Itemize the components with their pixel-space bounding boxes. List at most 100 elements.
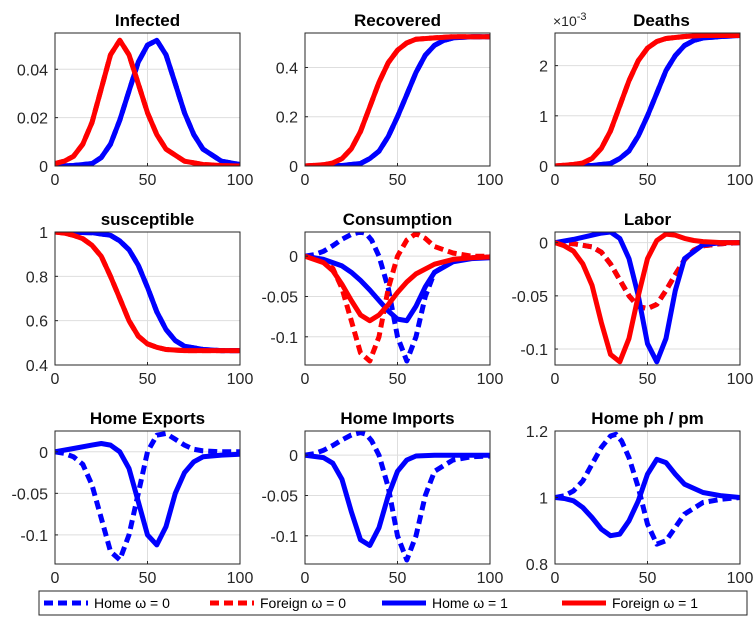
series-line-1 [305, 452, 490, 548]
y-tick-label: 0.2 [276, 110, 298, 127]
series-line-2 [555, 232, 740, 365]
x-tick-label: 100 [477, 371, 504, 388]
x-tick-label: 50 [639, 172, 657, 189]
panel-title: Home Exports [90, 409, 205, 428]
legend-label-2: Home ω = 1 [432, 595, 508, 611]
series-group [55, 37, 240, 166]
panel-title: Infected [115, 11, 180, 30]
y-tick-label: 0.6 [26, 314, 48, 331]
x-tick-label: 50 [639, 570, 657, 587]
x-tick-label: 0 [301, 172, 310, 189]
y-tick-label: -0.1 [270, 330, 298, 347]
x-tick-label: 100 [727, 172, 754, 189]
y-tick-label: 1.2 [526, 424, 548, 441]
series-line-0 [305, 431, 490, 563]
x-tick-label: 50 [389, 570, 407, 587]
y-tick-label: 0 [539, 159, 548, 176]
series-group [555, 431, 740, 547]
series-group [555, 232, 740, 365]
legend: Home ω = 0 Foreign ω = 0 Home ω = 1 Foreign… [38, 590, 748, 616]
y-tick-label: 0.4 [276, 60, 298, 77]
legend-label-1: Foreign ω = 0 [260, 595, 346, 611]
series-group [305, 34, 490, 166]
panel-7: 0 50 100 0 -0.05 -0.1 Home Imports [262, 409, 504, 587]
panel-title: Deaths [633, 11, 690, 30]
y-tick-label: -0.05 [12, 486, 49, 503]
y-tick-label: 0.02 [17, 111, 48, 128]
series-line-2 [55, 37, 240, 166]
x-tick-label: 100 [727, 371, 754, 388]
axis-exponent: ×10-3 [553, 11, 587, 29]
y-tick-label: 0 [289, 249, 298, 266]
panel-title: Labor [624, 210, 672, 229]
y-tick-label: 0 [289, 159, 298, 176]
x-tick-label: 0 [551, 371, 560, 388]
panel-title: Home ph / pm [591, 409, 703, 428]
series-group [305, 431, 490, 563]
y-tick-label: -0.1 [270, 529, 298, 546]
x-tick-label: 0 [301, 570, 310, 587]
series-line-3 [55, 37, 240, 166]
x-tick-label: 50 [139, 570, 157, 587]
legend-entries: Home ω = 0 Foreign ω = 0 Home ω = 1 Foreign… [44, 595, 698, 611]
y-tick-label: 0.8 [26, 269, 48, 286]
y-tick-label: 1 [539, 109, 548, 126]
x-tick-label: 50 [139, 172, 157, 189]
panel-title: Home Imports [340, 409, 454, 428]
series-group [555, 33, 740, 166]
panel-2: 0 50 100 0 1 2 Deaths ×10-3 [539, 11, 753, 189]
y-tick-label: 1 [39, 225, 48, 242]
series-line-3 [555, 232, 740, 365]
legend-label-3: Foreign ω = 1 [612, 595, 698, 611]
y-tick-label: 0.8 [526, 557, 548, 574]
x-tick-label: 0 [301, 371, 310, 388]
x-tick-label: 50 [639, 371, 657, 388]
panel-title: Consumption [343, 210, 453, 229]
y-tick-label: 0 [39, 445, 48, 462]
x-tick-label: 50 [139, 371, 157, 388]
panel-8: 0 50 100 0.8 1 1.2 Home ph / pm [526, 409, 754, 587]
y-tick-label: -0.05 [262, 488, 299, 505]
x-tick-label: 100 [227, 570, 254, 587]
x-tick-label: 100 [227, 371, 254, 388]
y-tick-label: -0.05 [262, 289, 299, 306]
panel-1: 0 50 100 0 0.2 0.4 Recovered [276, 11, 504, 189]
x-tick-label: 0 [551, 172, 560, 189]
series-line-0 [555, 431, 740, 547]
panel-title: susceptible [101, 210, 195, 229]
y-tick-label: 0 [39, 159, 48, 176]
x-tick-label: 100 [477, 172, 504, 189]
panel-0: 0 50 100 0 0.02 0.04 Infected [17, 11, 254, 189]
x-tick-label: 0 [51, 371, 60, 388]
x-tick-label: 100 [477, 570, 504, 587]
panel-6: 0 50 100 0 -0.05 -0.1 Home Exports [12, 409, 254, 587]
series-line-2 [555, 33, 740, 166]
series-group [305, 232, 490, 364]
series-line-2 [305, 253, 490, 324]
series-line-3 [555, 33, 740, 166]
x-tick-label: 0 [551, 570, 560, 587]
series-group [55, 431, 240, 563]
y-tick-label: -0.05 [512, 289, 549, 306]
y-tick-label: 0.4 [26, 358, 48, 375]
y-tick-label: -0.1 [520, 342, 548, 359]
series-line-3 [305, 34, 490, 166]
series-line-3 [55, 232, 240, 354]
legend-box [38, 590, 748, 616]
y-tick-label: 0 [539, 236, 548, 253]
x-tick-label: 100 [727, 570, 754, 587]
series-line-1 [555, 456, 740, 539]
panel-3: 0 50 100 0.4 0.6 0.8 1 susceptible [26, 210, 254, 388]
series-line-3 [305, 253, 490, 324]
legend-label-0: Home ω = 0 [94, 595, 170, 611]
y-tick-label: 0.04 [17, 62, 48, 79]
x-tick-label: 0 [51, 570, 60, 587]
y-tick-label: 0 [289, 448, 298, 465]
y-tick-label: 1 [539, 491, 548, 508]
y-tick-label: 2 [539, 59, 548, 76]
x-tick-label: 100 [227, 172, 254, 189]
y-tick-label: -0.1 [20, 528, 48, 545]
panel-4: 0 50 100 0 -0.05 -0.1 Consumption [262, 210, 504, 388]
